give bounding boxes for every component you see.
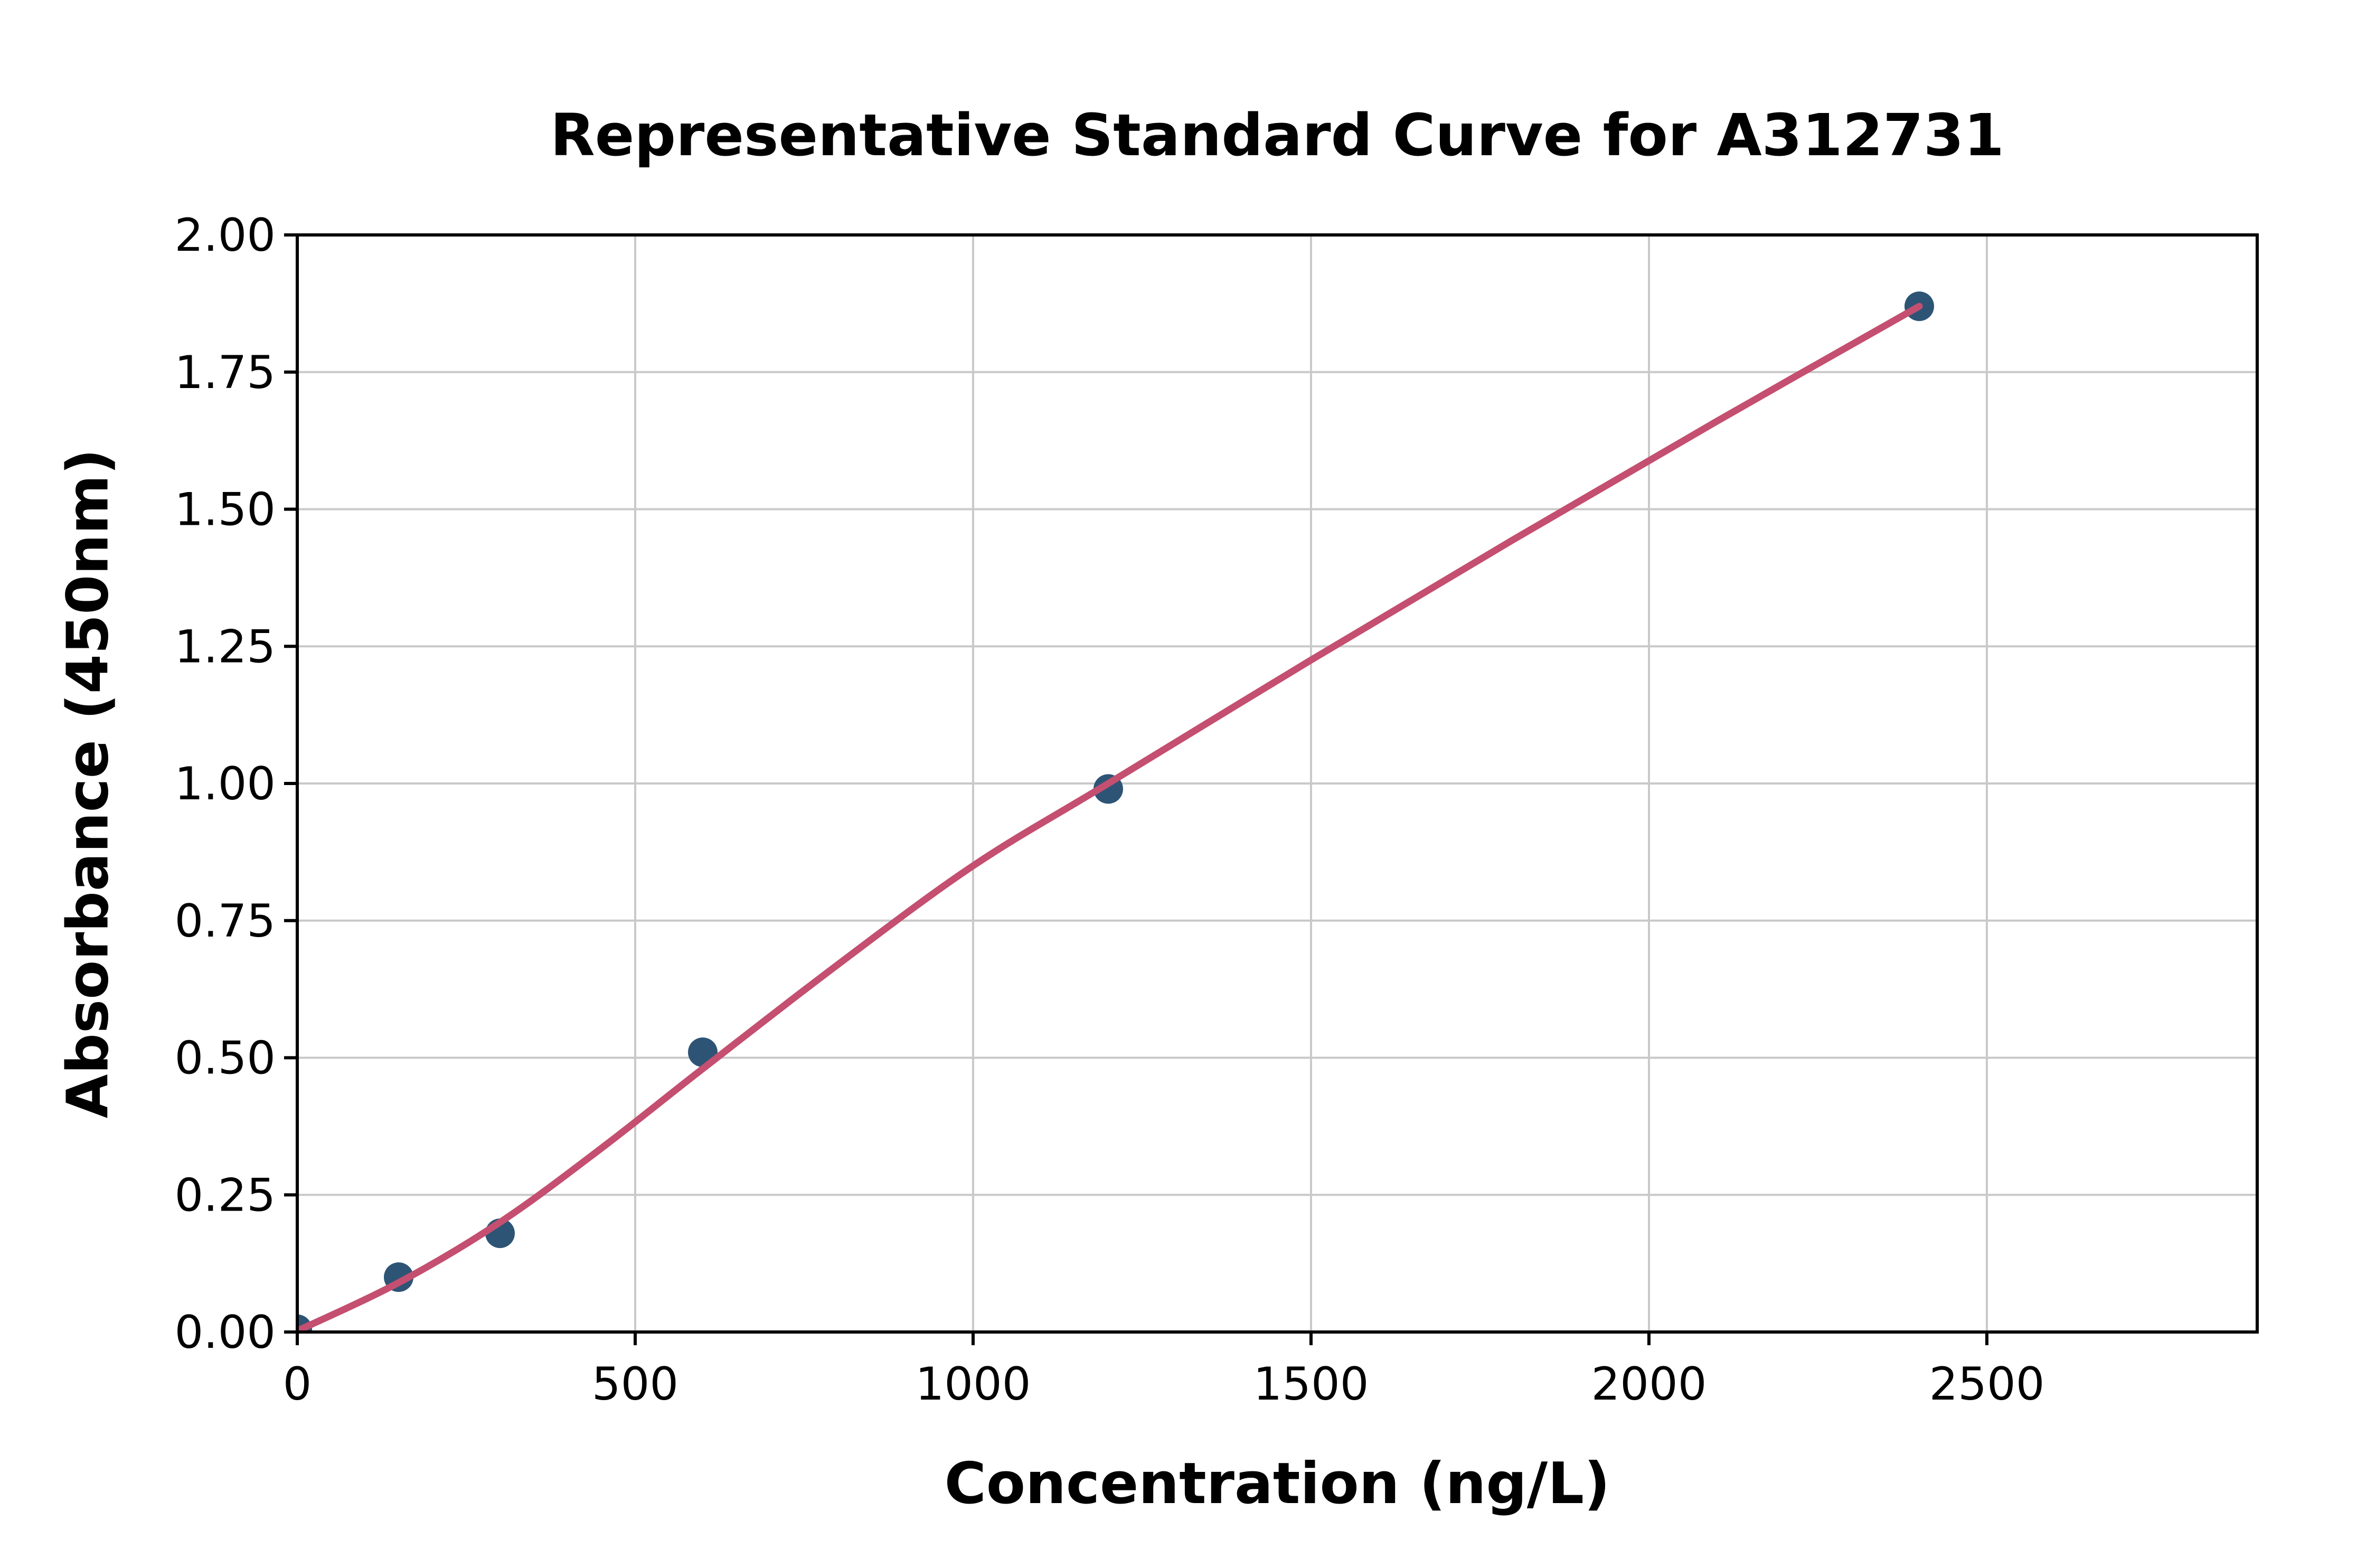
x-tick-label: 0 [283,1358,312,1411]
chart-title: Representative Standard Curve for A31273… [550,101,2004,169]
y-tick-label: 0.75 [175,895,276,948]
x-tick-label: 2000 [1591,1358,1707,1411]
y-tick-label: 2.00 [175,209,276,262]
plot-content [297,291,1934,1332]
fit-curve-line [297,303,1923,1332]
y-tick-label: 0.25 [175,1169,276,1222]
y-tick-label: 0.00 [175,1306,276,1359]
x-tick-label: 2500 [1929,1358,2045,1411]
y-tick-label: 0.50 [175,1032,276,1085]
y-tick-label: 1.00 [175,758,276,810]
y-tick-label: 1.25 [175,620,276,673]
y-tick-label: 1.75 [175,346,276,399]
x-axis-label: Concentration (ng/L) [944,1451,1610,1517]
x-tick-label: 1000 [916,1358,1031,1411]
y-tick-label: 1.50 [175,484,276,536]
x-tick-label: 1500 [1253,1358,1369,1411]
x-tick-label: 500 [592,1358,678,1411]
